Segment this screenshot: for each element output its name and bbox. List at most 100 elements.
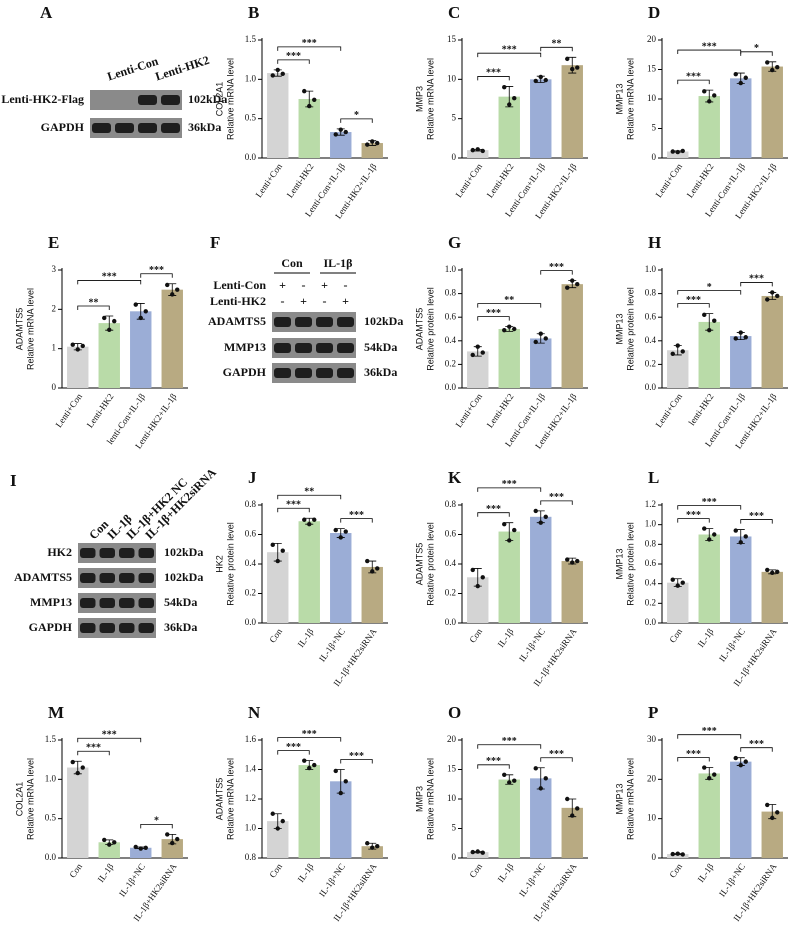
y-tick-label: 0.5 <box>45 813 57 823</box>
y-tick-label: 10 <box>647 813 657 823</box>
chart-panel: E ADAMTS5 Relative mRNA level 0 1 2 3 Lenti+Con… <box>14 233 188 451</box>
data-point <box>375 844 380 849</box>
blot-band <box>295 368 312 378</box>
data-point <box>107 842 112 847</box>
data-point <box>343 529 348 534</box>
data-point <box>365 841 370 846</box>
y-tick-label: 0.0 <box>445 382 457 392</box>
data-point <box>765 297 770 302</box>
y-axis-label: Relative mRNA level <box>25 758 35 840</box>
y-tick-label: 0.0 <box>645 617 657 627</box>
x-tick-label: IL-1β+NC <box>717 627 747 664</box>
blot-band <box>119 573 135 583</box>
y-tick-label: 0 <box>452 852 457 862</box>
data-point <box>538 74 543 80</box>
data-point <box>770 67 775 73</box>
y-axis-label: MMP13 <box>614 548 624 579</box>
significance-label: *** <box>749 274 764 285</box>
data-point <box>733 755 738 761</box>
chart-panel: J HK2 Relative protein level 0.0 0.2 0.4 0.6 0.… <box>214 468 388 688</box>
bar <box>161 839 183 858</box>
condition-sign: - <box>323 294 327 308</box>
significance-label: *** <box>286 742 301 753</box>
blot-band <box>99 623 115 633</box>
data-point <box>533 339 538 345</box>
y-tick-label: 0.0 <box>445 617 457 627</box>
data-point <box>565 557 570 562</box>
bar <box>761 811 783 858</box>
bar <box>130 847 152 858</box>
data-point <box>470 147 475 153</box>
significance-label: *** <box>749 511 764 522</box>
significance-bracket <box>340 759 373 764</box>
significance-bracket <box>677 757 710 762</box>
y-axis-label: MMP13 <box>614 783 624 814</box>
blot-strip <box>90 118 182 138</box>
chart-panel: D MMP13 Relative mRNA level 0 5 10 15 20 Lenti+C… <box>614 3 788 221</box>
y-axis-label: MMP3 <box>414 86 424 112</box>
data-point <box>280 71 285 77</box>
data-point <box>480 148 485 154</box>
bar <box>267 552 289 623</box>
y-tick-label: 5 <box>452 823 457 833</box>
x-tick-label: Lenti+Con <box>453 161 484 199</box>
data-point <box>680 580 685 585</box>
blot-band <box>161 95 180 105</box>
data-point <box>570 813 575 818</box>
condition-label: Lenti-HK2 <box>210 294 266 308</box>
data-point <box>80 343 85 349</box>
data-point <box>475 583 480 589</box>
bar <box>130 311 152 388</box>
data-point <box>470 352 475 358</box>
bar <box>698 773 720 858</box>
significance-label: *** <box>502 44 517 55</box>
significance-label: *** <box>349 510 364 521</box>
x-tick-label: Lenti-HK2 <box>685 162 716 200</box>
y-tick-label: 0.0 <box>245 152 257 162</box>
y-tick-label: 0.0 <box>245 617 257 627</box>
bar <box>98 842 120 858</box>
blot-band <box>337 368 354 378</box>
x-tick-label: IL-1β+NC <box>717 862 747 899</box>
data-point <box>75 347 80 352</box>
y-tick-label: 0.6 <box>445 529 457 539</box>
significance-label: * <box>707 282 712 293</box>
bar <box>98 323 120 388</box>
data-point <box>475 147 480 152</box>
data-point <box>170 840 175 846</box>
data-point <box>575 281 580 287</box>
data-point <box>712 93 717 98</box>
significance-label: *** <box>102 272 117 283</box>
y-tick-label: 0.8 <box>245 852 257 862</box>
data-point <box>370 569 375 574</box>
blot-band <box>92 123 111 133</box>
significance-bracket <box>277 46 342 51</box>
significance-bracket <box>140 273 173 278</box>
significance-bracket <box>677 505 742 510</box>
significance-label: *** <box>686 749 701 760</box>
data-point <box>507 324 512 329</box>
y-tick-label: 2 <box>52 303 57 313</box>
x-tick-label: Lenti-HK2 <box>485 392 516 430</box>
significance-bracket <box>77 305 110 311</box>
data-point <box>533 78 538 84</box>
significance-bracket <box>477 303 542 308</box>
condition-label: Lenti-Con <box>213 278 266 292</box>
data-point <box>375 566 380 571</box>
data-point <box>507 538 512 543</box>
y-axis-label: ADAMTS5 <box>414 543 424 586</box>
chart-panel: L MMP13 Relative protein level 0.0 0.2 0.4 0.6… <box>614 468 788 688</box>
bar <box>467 150 489 158</box>
y-axis-label: HK2 <box>214 555 224 573</box>
data-point <box>512 96 517 101</box>
y-tick-label: 0.8 <box>445 288 457 298</box>
data-point <box>502 327 507 333</box>
bar <box>67 767 89 858</box>
data-point <box>533 508 538 514</box>
size-label: 102kDa <box>188 92 227 106</box>
data-point <box>575 806 580 811</box>
significance-label: *** <box>549 492 564 503</box>
y-axis-label: Relative protein level <box>625 287 635 371</box>
data-point <box>175 287 180 292</box>
bar <box>467 351 489 388</box>
